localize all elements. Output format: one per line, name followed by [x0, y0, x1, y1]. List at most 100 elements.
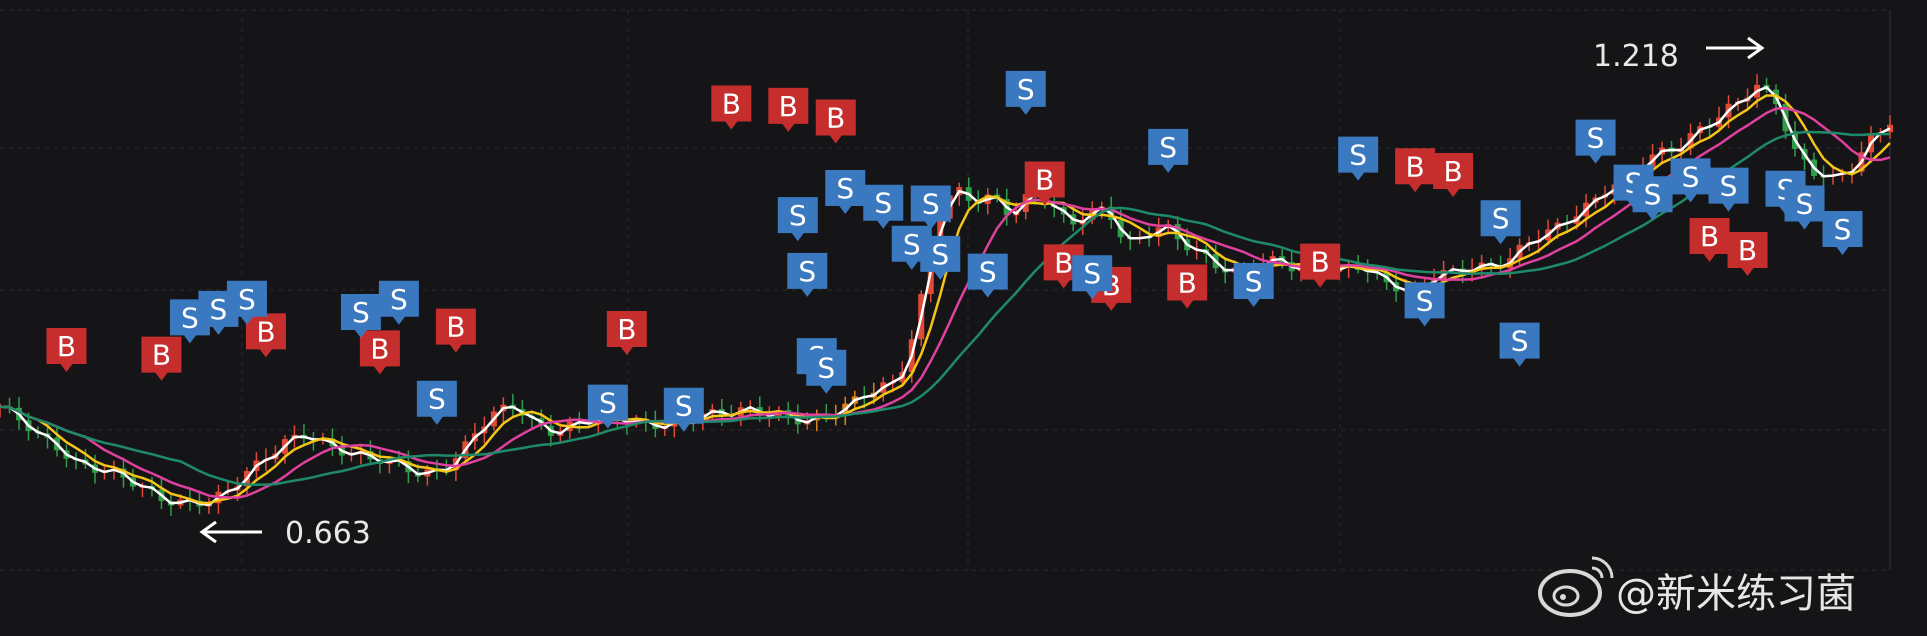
- buy-signal-text: B: [826, 101, 845, 134]
- buy-signal[interactable]: B: [1395, 148, 1436, 193]
- sell-signal[interactable]: S: [967, 253, 1008, 298]
- sell-signal-text: S: [817, 352, 835, 385]
- sell-signal-text: S: [181, 301, 199, 334]
- sell-signal-text: S: [1644, 178, 1662, 211]
- buy-signal-text: B: [779, 90, 798, 123]
- buy-signal-text: B: [617, 313, 636, 346]
- arrow-right-icon: [1706, 36, 1765, 60]
- sell-signal-text: S: [1587, 122, 1605, 155]
- sell-signal[interactable]: S: [825, 169, 866, 214]
- price-low-label: 0.663: [285, 516, 371, 551]
- sell-signal-text: S: [1796, 187, 1814, 220]
- buy-signal[interactable]: B: [1689, 218, 1730, 263]
- ma-line-10: [0, 107, 1891, 499]
- sell-signal[interactable]: S: [1632, 176, 1673, 221]
- buy-signal-text: B: [1035, 163, 1054, 196]
- buy-signal-text: B: [1700, 220, 1719, 253]
- sell-signal[interactable]: S: [587, 384, 628, 429]
- buy-signal-text: B: [1738, 234, 1757, 267]
- sell-signal[interactable]: S: [1708, 167, 1749, 212]
- buy-signal[interactable]: B: [1727, 231, 1768, 276]
- buy-signal-text: B: [1444, 155, 1463, 188]
- sell-signal-text: S: [428, 383, 446, 416]
- sell-signal-text: S: [210, 293, 228, 326]
- watermark-handle: @新米练习菌: [1616, 571, 1856, 617]
- sell-signal-text: S: [675, 390, 693, 423]
- sell-signal[interactable]: S: [1148, 128, 1189, 173]
- sell-signal[interactable]: S: [1005, 70, 1046, 115]
- sell-signal-text: S: [1159, 131, 1177, 164]
- sell-signal[interactable]: S: [226, 280, 267, 325]
- sell-signal[interactable]: S: [1822, 211, 1863, 256]
- sell-signal[interactable]: S: [1784, 185, 1825, 230]
- sell-signal-text: S: [352, 296, 370, 329]
- sell-signal-text: S: [874, 187, 892, 220]
- sell-signal[interactable]: S: [663, 387, 704, 432]
- sell-signal[interactable]: S: [787, 252, 828, 297]
- buy-signal-text: B: [370, 332, 389, 365]
- buy-signal-text: B: [1311, 246, 1330, 279]
- sell-signal[interactable]: S: [806, 349, 847, 394]
- buy-signal[interactable]: B: [1024, 161, 1065, 206]
- buy-signal[interactable]: B: [141, 336, 182, 381]
- sell-signal[interactable]: S: [378, 280, 419, 325]
- sell-signal-text: S: [1682, 160, 1700, 193]
- buy-signal-text: B: [57, 330, 76, 363]
- sell-signal-text: S: [1511, 325, 1529, 358]
- sell-signal-text: S: [789, 199, 807, 232]
- weibo-logo-icon: [1538, 556, 1614, 617]
- buy-signal-text: B: [446, 311, 465, 344]
- buy-signal-text: B: [152, 339, 171, 372]
- sell-signal-text: S: [1834, 213, 1852, 246]
- sell-signal-text: S: [1492, 202, 1510, 235]
- ma-line-20: [0, 130, 1891, 486]
- buy-signal-text: B: [1054, 246, 1073, 279]
- sell-signal[interactable]: S: [1575, 119, 1616, 164]
- buy-signal[interactable]: B: [606, 311, 647, 355]
- sell-signal[interactable]: S: [1233, 262, 1274, 307]
- sell-signal-text: S: [1349, 139, 1367, 172]
- buy-signal[interactable]: B: [1300, 243, 1341, 288]
- sell-signal[interactable]: S: [1404, 282, 1445, 327]
- buy-signal[interactable]: B: [768, 87, 809, 132]
- buy-signal[interactable]: B: [815, 99, 856, 144]
- watermark: @新米练习菌: [1538, 556, 1856, 617]
- sell-signal[interactable]: S: [920, 235, 961, 280]
- ma-line-5: [0, 94, 1891, 505]
- sell-signal-text: S: [238, 283, 256, 316]
- sell-signal-text: S: [1245, 265, 1263, 298]
- sell-signal[interactable]: S: [1338, 136, 1379, 181]
- buy-signal[interactable]: B: [359, 330, 400, 375]
- price-high-label: 1.218: [1593, 39, 1679, 74]
- buy-signal[interactable]: B: [1167, 264, 1208, 309]
- sell-signal[interactable]: S: [910, 185, 951, 230]
- buy-signal[interactable]: B: [435, 308, 476, 353]
- sell-signal[interactable]: S: [1670, 158, 1711, 203]
- buy-signal[interactable]: B: [46, 328, 87, 373]
- sell-signal-text: S: [1416, 284, 1434, 317]
- sell-signal-text: S: [599, 387, 617, 420]
- sell-signal[interactable]: S: [1072, 255, 1113, 300]
- sell-signal-text: S: [922, 187, 940, 220]
- sell-signal-text: S: [931, 238, 949, 271]
- sell-signal-text: S: [390, 283, 408, 316]
- sell-signal-text: S: [1720, 170, 1738, 203]
- buy-signal[interactable]: B: [711, 85, 752, 130]
- sell-signal[interactable]: S: [777, 197, 818, 242]
- sell-signal[interactable]: S: [169, 299, 210, 344]
- sell-signal[interactable]: S: [1499, 322, 1540, 367]
- sell-signal[interactable]: S: [1480, 200, 1521, 245]
- buy-signal[interactable]: B: [245, 313, 286, 358]
- signals-layer: BBBBBBBBBBBBBBBBBBSSSSSSSSSSSSSSSSSSSSSS…: [46, 70, 1863, 432]
- buy-signal-text: B: [256, 315, 275, 348]
- annotations-layer: 1.218 0.663: [199, 36, 1765, 551]
- arrow-left-icon: [199, 520, 262, 544]
- sell-signal[interactable]: S: [416, 380, 457, 425]
- buy-signal[interactable]: B: [1433, 152, 1474, 197]
- buy-signal-text: B: [722, 88, 741, 121]
- sell-signal[interactable]: S: [340, 293, 381, 338]
- sell-signal-text: S: [979, 256, 997, 289]
- sell-signal[interactable]: S: [863, 184, 904, 229]
